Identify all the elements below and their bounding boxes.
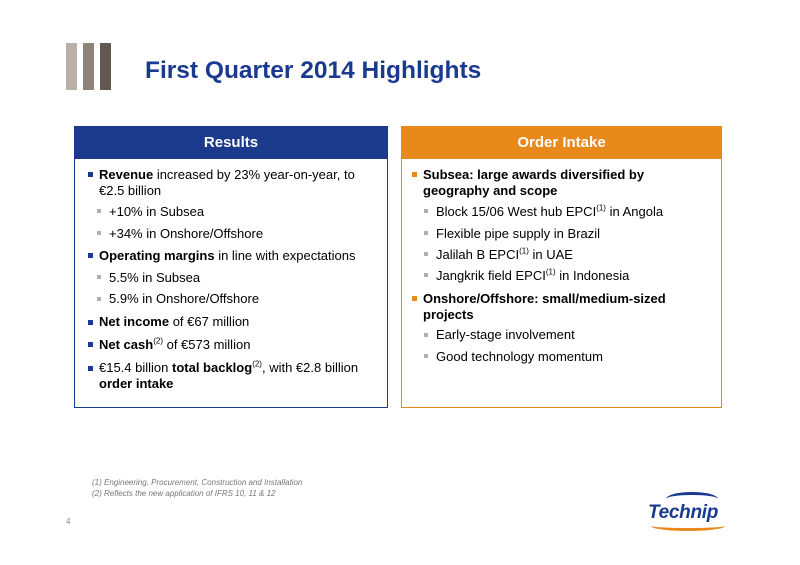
- sub-bullet-icon: [424, 273, 428, 277]
- brazil-award-item: Flexible pipe supply in Brazil: [436, 226, 601, 241]
- logo-arc-blue: [666, 492, 718, 506]
- bullet-square-icon: [88, 320, 93, 325]
- revenue-item: Revenue increased by 23% year-on-year, t…: [99, 167, 355, 198]
- operating-margins-item: Operating margins in line with expectati…: [99, 248, 356, 263]
- bullet-square-icon: [88, 342, 93, 347]
- sub-bullet-icon: [424, 333, 428, 337]
- uae-award-item: Jalilah B EPCI(1) in UAE: [436, 246, 573, 262]
- sub-bullet-icon: [97, 231, 101, 235]
- bullet-square-icon: [88, 366, 93, 371]
- backlog-item: €15.4 billion total backlog(2), with €2.…: [99, 359, 359, 391]
- subsea-revenue-item: +10% in Subsea: [109, 204, 205, 219]
- order-intake-heading: Order Intake: [402, 127, 721, 159]
- sub-bullet-icon: [424, 354, 428, 358]
- sub-bullet-icon: [424, 252, 428, 256]
- page-title: First Quarter 2014 Highlights: [145, 57, 482, 84]
- onshore-offshore-item: Onshore/Offshore: small/medium-sized proj…: [423, 291, 666, 322]
- decoration-bar-dark: [100, 43, 111, 90]
- bullet-square-icon: [412, 172, 417, 177]
- onshore-margin-item: 5.9% in Onshore/Offshore: [109, 291, 260, 306]
- results-heading: Results: [75, 127, 387, 159]
- decoration-bar-medium: [83, 43, 94, 90]
- sub-bullet-icon: [424, 231, 428, 235]
- sub-bullet-icon: [97, 297, 101, 301]
- angola-award-item: Block 15/06 West hub EPCI(1) in Angola: [436, 203, 664, 219]
- sub-bullet-icon: [97, 209, 101, 213]
- logo-swoosh-orange: [651, 521, 725, 531]
- indonesia-award-item: Jangkrik field EPCI(1) in Indonesia: [436, 267, 630, 283]
- footnote-1: (1) Engineering, Procurement, Constructi…: [92, 478, 303, 487]
- logo-text: Technip: [648, 502, 719, 523]
- results-panel: Results Revenue increased by 23% year-on…: [74, 126, 388, 408]
- bullet-square-icon: [88, 253, 93, 258]
- subsea-margin-item: 5.5% in Subsea: [109, 270, 201, 285]
- early-stage-item: Early-stage involvement: [436, 327, 575, 342]
- order-intake-panel: Order Intake Subsea: large awards divers…: [401, 126, 722, 408]
- footnotes: (1) Engineering, Procurement, Constructi…: [92, 477, 302, 499]
- technip-logo: Technip: [648, 492, 728, 534]
- footnote-2: (2) Reflects the new application of IFRS…: [92, 489, 276, 498]
- subsea-awards-item: Subsea: large awards diversified by geogr…: [423, 167, 645, 198]
- onshore-revenue-item: +34% in Onshore/Offshore: [109, 226, 264, 241]
- sub-bullet-icon: [97, 275, 101, 279]
- decoration-bar-light: [66, 43, 77, 90]
- bullet-square-icon: [88, 172, 93, 177]
- technology-momentum-item: Good technology momentum: [436, 349, 603, 364]
- sub-bullet-icon: [424, 209, 428, 213]
- net-cash-item: Net cash(2) of €573 million: [99, 336, 251, 352]
- net-income-item: Net income of €67 million: [99, 314, 250, 329]
- page-number: 4: [66, 517, 71, 526]
- bullet-square-icon: [412, 296, 417, 301]
